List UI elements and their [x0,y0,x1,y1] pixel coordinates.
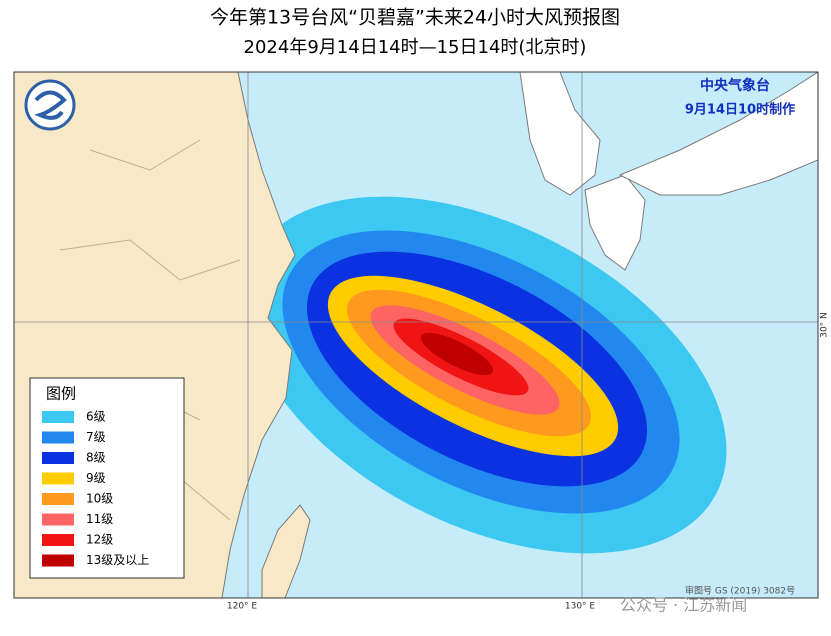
taiwan [261,504,311,598]
legend-swatch [42,411,74,423]
legend-swatch [42,534,74,546]
agency: 中央气象台 [700,77,770,94]
legend-label: 6级 [86,410,106,424]
legend-swatch [42,513,74,526]
legend: 6级 7级 8级 9级 10级 11级 12级 13级及以上 [42,410,149,567]
subtitle: 2024年9月14日14时—15日14时(北京时) [244,37,587,58]
korea [519,72,601,196]
legend-label: 11级 [86,512,113,526]
legend-label: 13级及以上 [86,553,149,567]
legend-label: 10级 [86,492,113,506]
lon-label: 130° E [565,602,596,612]
legend-swatch [42,431,74,444]
legend-label: 8级 [86,451,106,465]
legend-title: 图例 [46,385,76,403]
issued: 9月14日10时制作 [685,102,795,118]
frame [13,71,819,599]
legend-swatch [42,472,74,485]
legend-label: 7级 [86,430,106,444]
legend-label: 9级 [86,471,106,485]
legend-swatch [42,452,74,464]
lon-label: 120° E [227,602,258,612]
watermark: 公众号 · 江苏新闻 [620,596,747,615]
title: 今年第13号台风“贝碧嘉”未来24小时大风预报图 [210,7,620,29]
legend-swatch [42,493,74,505]
logo-mark [34,90,67,120]
legend-label: 12级 [86,533,113,547]
logo [24,79,76,131]
wind-band [420,332,494,376]
map-number: 审图号 GS (2019) 3082号 [685,585,795,597]
province-borders [39,139,241,521]
legend-swatch [42,554,74,567]
honshu [618,72,818,196]
lat-label: 30° N [820,312,830,338]
wind-bands [243,196,727,554]
